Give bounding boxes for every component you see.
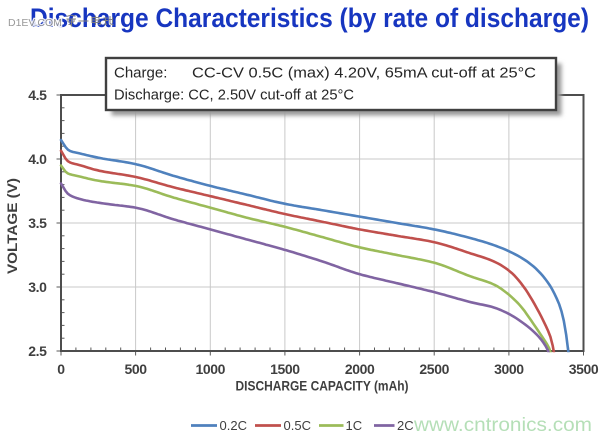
svg-text:3000: 3000: [494, 361, 524, 377]
svg-text:0.2C: 0.2C: [220, 418, 247, 433]
svg-text:1000: 1000: [196, 361, 226, 377]
svg-text:Discharge Characteristics (by: Discharge Characteristics (by rate of di…: [30, 3, 589, 33]
svg-text:VOLTAGE (V): VOLTAGE (V): [4, 178, 20, 274]
svg-text:DISCHARGE CAPACITY (mAh): DISCHARGE CAPACITY (mAh): [236, 378, 409, 394]
svg-text:Charge:CC-CV 0.5C (max) 4.20V,: Charge: CC-CV 0.5C (max) 4.20V, 65mA cut-…: [114, 65, 536, 82]
svg-text:1C: 1C: [346, 418, 363, 433]
svg-text:2.5: 2.5: [28, 343, 47, 359]
svg-text:2500: 2500: [419, 361, 449, 377]
svg-text:2000: 2000: [345, 361, 375, 377]
svg-text:0: 0: [57, 361, 65, 377]
svg-text:3.5: 3.5: [28, 215, 47, 231]
svg-text:D1EV.COM: D1EV.COM: [8, 17, 62, 29]
svg-text:3500: 3500: [569, 361, 599, 377]
svg-text:4.5: 4.5: [28, 87, 47, 103]
svg-text:500: 500: [125, 361, 148, 377]
svg-text:www.cntronics.com: www.cntronics.com: [413, 415, 592, 436]
svg-text:2C: 2C: [397, 418, 414, 433]
svg-text:3.0: 3.0: [28, 279, 47, 295]
svg-text:4.0: 4.0: [28, 151, 47, 167]
svg-text:1500: 1500: [270, 361, 300, 377]
svg-text:Discharge: CC, 2.50V cut-off a: Discharge: CC, 2.50V cut-off at 25°C: [114, 87, 354, 104]
svg-text:0.5C: 0.5C: [284, 418, 311, 433]
